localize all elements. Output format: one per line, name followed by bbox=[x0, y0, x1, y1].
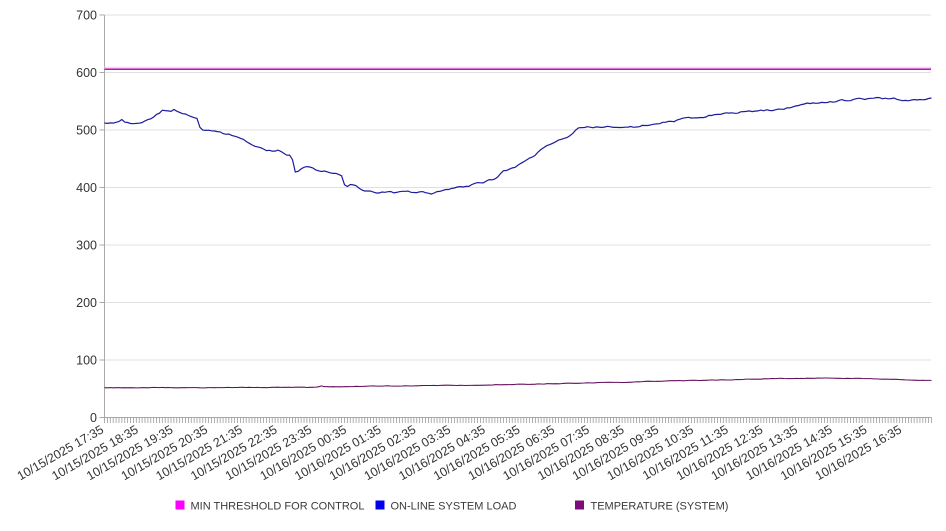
svg-text:200: 200 bbox=[76, 296, 97, 310]
svg-text:300: 300 bbox=[76, 238, 97, 252]
svg-text:500: 500 bbox=[76, 123, 97, 137]
svg-text:600: 600 bbox=[76, 66, 97, 80]
svg-text:TEMPERATURE (SYSTEM): TEMPERATURE (SYSTEM) bbox=[591, 501, 729, 513]
svg-text:ON-LINE SYSTEM LOAD: ON-LINE SYSTEM LOAD bbox=[391, 501, 517, 513]
svg-text:MIN THRESHOLD FOR CONTROL: MIN THRESHOLD FOR CONTROL bbox=[191, 501, 365, 513]
svg-text:400: 400 bbox=[76, 181, 97, 195]
svg-text:0: 0 bbox=[90, 411, 97, 425]
svg-text:100: 100 bbox=[76, 353, 97, 367]
svg-text:700: 700 bbox=[76, 8, 97, 22]
